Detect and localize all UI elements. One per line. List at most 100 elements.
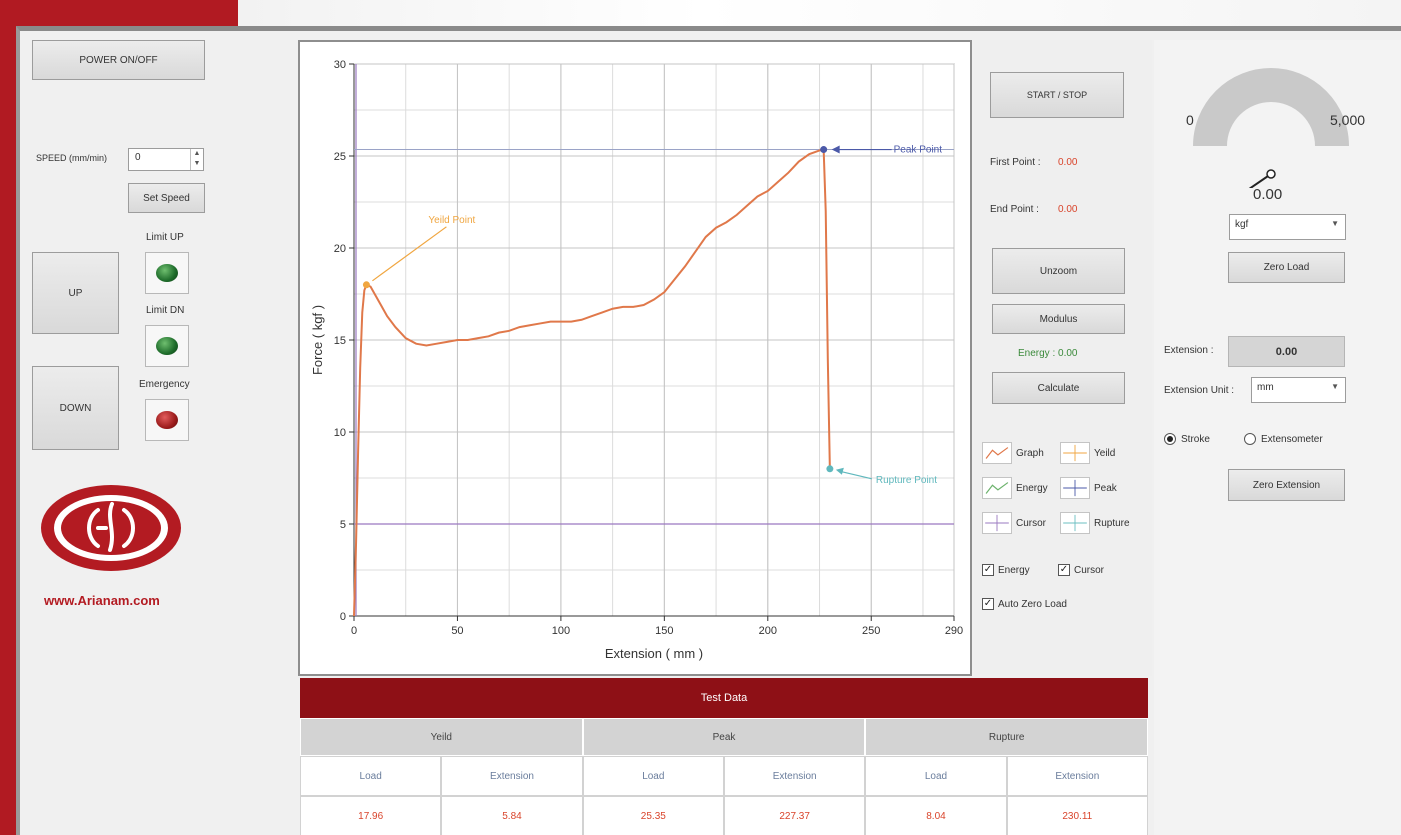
legend-graph-label: Graph xyxy=(1016,447,1044,459)
arianam-logo-icon xyxy=(41,485,181,571)
legend-energy-label: Energy xyxy=(1016,482,1048,494)
rupture-marker-icon xyxy=(1060,512,1090,534)
limit-up-label: Limit UP xyxy=(146,232,184,243)
energy-checkbox[interactable]: ✓ Energy xyxy=(982,564,1030,576)
x-tick-label: 290 xyxy=(945,625,963,637)
set-speed-button[interactable]: Set Speed xyxy=(128,183,205,213)
unzoom-button[interactable]: Unzoom xyxy=(992,248,1125,294)
legend-cursor-label: Cursor xyxy=(1016,517,1047,529)
subheader-rupture-extension: Extension xyxy=(1006,756,1148,796)
analysis-panel: START / STOP First Point : 0.00 End Poin… xyxy=(974,40,1152,676)
y-tick-label: 0 xyxy=(340,611,346,623)
checkmark-icon: ✓ xyxy=(1058,564,1070,576)
top-brand-banner xyxy=(0,0,238,26)
start-stop-button[interactable]: START / STOP xyxy=(990,72,1124,118)
green-led-icon xyxy=(156,337,178,355)
legend-peak[interactable]: Peak xyxy=(1060,477,1117,499)
first-point-label: First Point : xyxy=(990,157,1041,168)
annotation-label: Rupture Point xyxy=(876,475,937,486)
y-axis-label: Force ( kgf ) xyxy=(310,305,325,375)
up-button[interactable]: UP xyxy=(32,252,119,334)
x-tick-label: 150 xyxy=(655,625,673,637)
load-unit-value: kgf xyxy=(1235,219,1249,230)
calculate-button[interactable]: Calculate xyxy=(992,372,1125,404)
table-row: 17.96 5.84 25.35 227.37 8.04 230.11 xyxy=(300,796,1148,835)
cursor-checkbox-label: Cursor xyxy=(1074,564,1105,576)
yeild-load-value: 17.96 xyxy=(300,796,442,835)
x-axis-label: Extension ( mm ) xyxy=(605,646,703,661)
gauge-hub xyxy=(1266,169,1276,179)
energy-checkbox-label: Energy xyxy=(998,564,1030,576)
first-point-value: 0.00 xyxy=(1058,157,1078,168)
x-tick-label: 250 xyxy=(862,625,880,637)
graph-series-icon xyxy=(982,442,1012,464)
zero-load-button[interactable]: Zero Load xyxy=(1228,252,1345,283)
extension-value: 0.00 xyxy=(1228,336,1345,367)
annotation-arrow xyxy=(837,470,872,480)
y-tick-label: 30 xyxy=(334,59,346,71)
legend-rupture-label: Rupture xyxy=(1094,517,1130,529)
auto-zero-load-checkbox[interactable]: ✓ Auto Zero Load xyxy=(982,598,1067,610)
x-tick-label: 0 xyxy=(351,625,357,637)
end-point-value: 0.00 xyxy=(1058,204,1078,215)
checkmark-icon: ✓ xyxy=(982,564,994,576)
peak-extension-value: 227.37 xyxy=(723,796,866,835)
group-yeild: Yeild xyxy=(300,718,583,756)
legend-yeild[interactable]: Yeild xyxy=(1060,442,1115,464)
rupture-load-value: 8.04 xyxy=(865,796,1007,835)
red-led-icon xyxy=(156,411,178,429)
test-data-title: Test Data xyxy=(300,678,1148,718)
extensometer-radio[interactable]: Extensometer xyxy=(1244,433,1323,445)
website-link[interactable]: www.Arianam.com xyxy=(44,593,160,608)
force-extension-chart[interactable]: 0 50 100 150 200 250 290 0 5 10 15 20 25 30 Extension … xyxy=(298,40,972,676)
energy-value: Energy : 0.00 xyxy=(1018,348,1078,359)
group-peak: Peak xyxy=(582,718,866,756)
subheader-yeild-load: Load xyxy=(300,756,442,796)
subheader-peak-extension: Extension xyxy=(723,756,866,796)
limit-up-indicator xyxy=(145,252,189,294)
radio-selected-icon xyxy=(1164,433,1176,445)
gauge-max-label: 5,000 xyxy=(1330,112,1366,128)
y-tick-label: 10 xyxy=(334,427,346,439)
stroke-radio[interactable]: Stroke xyxy=(1164,433,1210,445)
radio-unselected-icon xyxy=(1244,433,1256,445)
legend-graph[interactable]: Graph xyxy=(982,442,1044,464)
arrow-head-icon xyxy=(831,145,840,154)
table-group-row: Yeild Peak Rupture xyxy=(300,718,1149,756)
peak-marker-icon xyxy=(1060,477,1090,499)
legend-energy[interactable]: Energy xyxy=(982,477,1048,499)
gauge-value: 0.00 xyxy=(1253,186,1283,203)
yeild-extension-value: 5.84 xyxy=(441,796,583,835)
down-button[interactable]: DOWN xyxy=(32,366,119,450)
legend-peak-label: Peak xyxy=(1094,482,1117,494)
force-extension-line xyxy=(353,148,831,617)
legend-rupture[interactable]: Rupture xyxy=(1060,512,1130,534)
modulus-button[interactable]: Modulus xyxy=(992,304,1125,334)
extension-unit-value: mm xyxy=(1257,382,1274,393)
annotation-marker xyxy=(826,465,834,473)
limit-dn-indicator xyxy=(145,325,189,367)
legend-cursor[interactable]: Cursor xyxy=(982,512,1046,534)
zero-extension-button[interactable]: Zero Extension xyxy=(1228,469,1345,501)
subheader-peak-load: Load xyxy=(582,756,724,796)
chevron-down-icon: ▼ xyxy=(1331,219,1339,228)
subheader-yeild-extension: Extension xyxy=(441,756,583,796)
speed-stepper[interactable]: ▲ ▼ xyxy=(190,149,203,170)
legend-yeild-label: Yeild xyxy=(1094,447,1116,459)
top-banner-strip xyxy=(238,0,1401,26)
y-tick-label: 20 xyxy=(334,243,346,255)
end-point-label: End Point : xyxy=(990,204,1039,215)
y-tick-label: 15 xyxy=(334,335,346,347)
power-button[interactable]: POWER ON/OFF xyxy=(32,40,205,80)
chart-canvas[interactable]: 0 50 100 150 200 250 290 0 5 10 15 20 25 30 Extension … xyxy=(300,42,970,674)
test-data-table: Test Data Yeild Peak Rupture Load Extens… xyxy=(300,678,1149,835)
limit-dn-label: Limit DN xyxy=(146,305,185,316)
extension-unit-select[interactable]: mm ▼ xyxy=(1251,377,1346,403)
annotation-label: Peak Point xyxy=(894,145,943,156)
cursor-checkbox[interactable]: ✓ Cursor xyxy=(1058,564,1104,576)
peak-load-value: 25.35 xyxy=(582,796,724,835)
x-tick-label: 100 xyxy=(552,625,570,637)
x-tick-label: 200 xyxy=(759,625,777,637)
load-unit-select[interactable]: kgf ▼ xyxy=(1229,214,1346,240)
speed-input[interactable]: 0 xyxy=(128,148,204,171)
